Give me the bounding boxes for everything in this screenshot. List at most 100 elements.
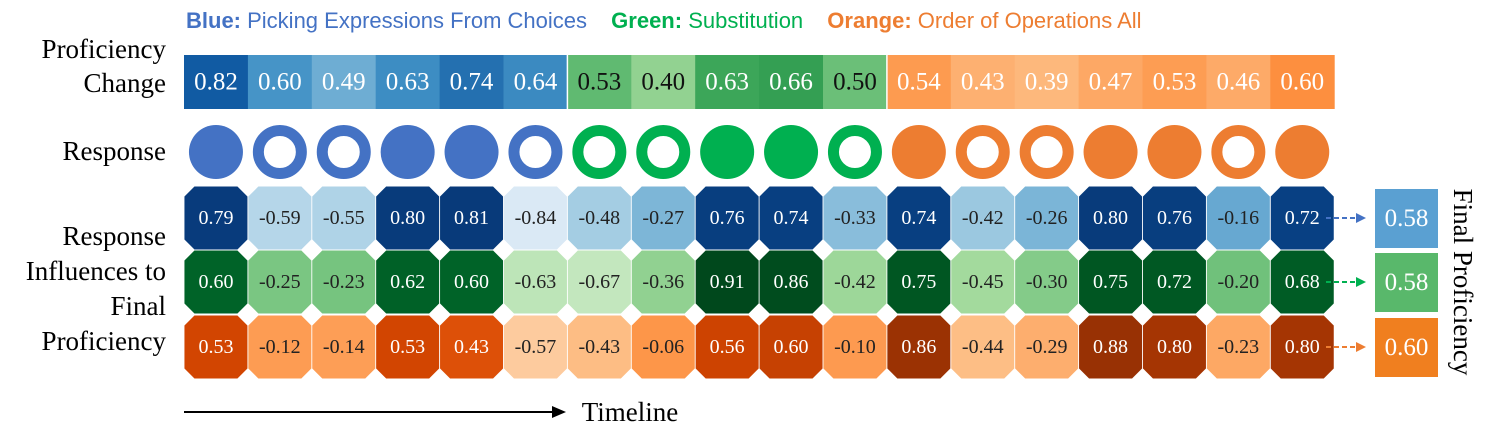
influence-cell-green <box>312 250 376 314</box>
influence-value-green: 0.68 <box>1285 271 1320 293</box>
influence-value-green: -0.67 <box>579 271 621 293</box>
proficiency-change-value: 0.64 <box>514 69 558 96</box>
proficiency-change-value: 0.60 <box>1280 69 1324 96</box>
response-incorrect-marker <box>572 125 627 179</box>
influence-cell-green <box>376 250 440 314</box>
influence-cell-blue <box>1142 186 1206 250</box>
influence-value-orange: 0.86 <box>901 336 936 358</box>
proficiency-change-value: 0.53 <box>577 69 621 96</box>
influence-cell-orange <box>759 315 823 379</box>
influence-cell-green <box>1079 250 1143 314</box>
influence-value-green: -0.36 <box>642 271 684 293</box>
response-incorrect-marker <box>955 125 1010 179</box>
influence-cell-orange <box>695 315 759 379</box>
response-correct-marker <box>891 125 946 179</box>
influence-cell-green <box>1142 250 1206 314</box>
response-incorrect-marker <box>636 125 691 179</box>
influences-label-line3: Final <box>110 291 166 321</box>
proficiency-change-cell <box>503 55 568 109</box>
legend-orange-text: Order of Operations All <box>917 8 1142 33</box>
influence-value-green: 0.60 <box>198 271 233 293</box>
influence-cell-orange <box>951 315 1015 379</box>
influence-cell-green <box>248 250 312 314</box>
influence-value-blue: 0.72 <box>1285 207 1320 229</box>
influence-value-blue: -0.55 <box>323 207 365 229</box>
influence-value-orange: -0.12 <box>259 336 301 358</box>
response-correct-marker <box>444 125 499 179</box>
proficiency-change-value: 0.43 <box>961 69 1005 96</box>
influence-cell-orange <box>1270 315 1334 379</box>
proficiency-change-cell <box>886 55 952 109</box>
influence-cell-green <box>440 250 504 314</box>
influence-value-blue: -0.33 <box>834 207 876 229</box>
influence-cell-orange <box>1015 315 1079 379</box>
influence-cell-blue <box>567 186 631 250</box>
influence-cell-blue <box>951 186 1015 250</box>
proficiency-change-value: 0.82 <box>194 69 238 96</box>
influence-value-green: -0.23 <box>323 271 365 293</box>
influence-cell-orange <box>823 315 887 379</box>
arrow-head-orange <box>1356 342 1366 352</box>
influence-cell-blue <box>1206 186 1270 250</box>
influence-value-orange: 0.56 <box>710 336 745 358</box>
influence-value-orange: -0.06 <box>642 336 684 358</box>
arrow-head-blue <box>1356 213 1366 223</box>
proficiency-change-value: 0.63 <box>386 69 430 96</box>
proficiency-change-value: 0.66 <box>769 69 813 96</box>
influence-cell-orange <box>1206 315 1270 379</box>
response-correct-marker <box>188 125 243 179</box>
proficiency-change-label-line2: Change <box>83 68 166 98</box>
arrow-head-green <box>1356 277 1366 287</box>
proficiency-change-label-line1: Proficiency <box>41 34 166 64</box>
influence-value-orange: -0.23 <box>1218 336 1260 358</box>
influence-cell-blue <box>695 186 759 250</box>
influence-value-green: -0.20 <box>1218 271 1260 293</box>
proficiency-change-value: 0.74 <box>450 69 494 96</box>
proficiency-change-label: Proficiency Change <box>10 32 166 100</box>
proficiency-change-cell <box>950 55 1016 109</box>
influence-value-orange: -0.29 <box>1026 336 1068 358</box>
influence-cell-orange <box>184 315 248 379</box>
response-incorrect-marker <box>252 125 307 179</box>
influence-cell-blue <box>1270 186 1334 250</box>
influence-cell-blue <box>184 186 248 250</box>
proficiency-change-cell <box>631 55 696 109</box>
influence-value-green: -0.30 <box>1026 271 1068 293</box>
proficiency-change-cell <box>759 55 824 109</box>
proficiency-change-value: 0.40 <box>641 69 685 96</box>
proficiency-change-cell <box>247 55 313 109</box>
influence-cell-blue <box>312 186 376 250</box>
influence-value-orange: -0.57 <box>515 336 557 358</box>
proficiency-change-value: 0.60 <box>258 69 302 96</box>
influence-cell-blue <box>759 186 823 250</box>
influence-value-orange: -0.44 <box>962 336 1004 358</box>
influence-value-blue: 0.80 <box>390 207 425 229</box>
final-proficiency-box-blue <box>1375 189 1438 248</box>
influences-label-line2: Influences to <box>25 256 166 286</box>
influence-cell-blue <box>823 186 887 250</box>
response-correct-marker <box>1147 125 1202 179</box>
proficiency-change-value: 0.54 <box>897 69 941 96</box>
influence-value-orange: -0.10 <box>834 336 876 358</box>
legend-blue-text: Picking Expressions From Choices <box>247 8 588 33</box>
influence-value-green: 0.60 <box>454 271 489 293</box>
influences-label-line1: Response <box>62 221 167 251</box>
proficiency-change-cell <box>184 55 249 109</box>
influence-cell-green <box>1206 250 1270 314</box>
final-proficiency-box-green <box>1375 253 1438 312</box>
response-incorrect-marker <box>508 125 563 179</box>
influence-value-green: -0.25 <box>259 271 301 293</box>
influence-cell-orange <box>1079 315 1143 379</box>
influence-value-blue: 0.74 <box>774 207 809 229</box>
influence-value-orange: 0.53 <box>390 336 425 358</box>
final-proficiency-value-green: 0.58 <box>1385 269 1429 296</box>
influence-value-blue: -0.59 <box>259 207 301 229</box>
proficiency-change-cell <box>695 55 760 109</box>
influence-cell-blue <box>248 186 312 250</box>
influence-value-blue: -0.84 <box>515 207 557 229</box>
legend-green: Green: Substitution <box>611 8 809 33</box>
legend-blue: Blue: Picking Expressions From Choices <box>186 8 593 33</box>
influences-label-line4: Proficiency <box>41 326 166 356</box>
proficiency-change-cell <box>1206 55 1271 109</box>
